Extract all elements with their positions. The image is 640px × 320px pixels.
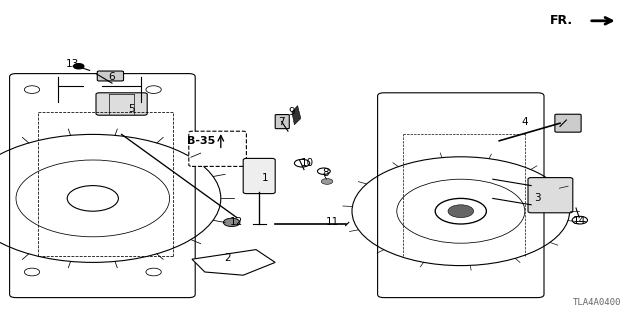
Circle shape xyxy=(448,205,474,218)
Text: 8: 8 xyxy=(322,168,328,178)
FancyBboxPatch shape xyxy=(189,131,246,166)
FancyBboxPatch shape xyxy=(96,93,147,115)
Text: 3: 3 xyxy=(534,193,541,204)
Text: 7: 7 xyxy=(278,116,285,127)
Polygon shape xyxy=(192,250,275,275)
Text: FR.: FR. xyxy=(550,14,573,27)
Text: 12: 12 xyxy=(230,217,243,228)
Text: 11: 11 xyxy=(326,217,339,228)
Text: 1: 1 xyxy=(262,172,269,183)
Circle shape xyxy=(321,179,333,184)
Text: TLA4A0400: TLA4A0400 xyxy=(572,298,621,307)
FancyBboxPatch shape xyxy=(528,178,573,213)
FancyBboxPatch shape xyxy=(275,115,289,129)
Circle shape xyxy=(74,64,84,69)
Text: 10: 10 xyxy=(301,158,314,168)
FancyBboxPatch shape xyxy=(243,158,275,194)
Text: 4: 4 xyxy=(522,116,528,127)
Text: 9: 9 xyxy=(288,107,294,117)
FancyBboxPatch shape xyxy=(555,114,581,132)
Text: 13: 13 xyxy=(66,59,79,69)
FancyBboxPatch shape xyxy=(378,93,544,298)
FancyBboxPatch shape xyxy=(10,74,195,298)
Text: 6: 6 xyxy=(109,72,115,82)
Text: 2: 2 xyxy=(224,252,230,263)
FancyBboxPatch shape xyxy=(97,71,124,81)
Polygon shape xyxy=(292,106,301,125)
Circle shape xyxy=(223,218,240,227)
Text: 5: 5 xyxy=(128,104,134,114)
Text: B-35: B-35 xyxy=(188,136,216,146)
Text: 14: 14 xyxy=(573,216,586,226)
